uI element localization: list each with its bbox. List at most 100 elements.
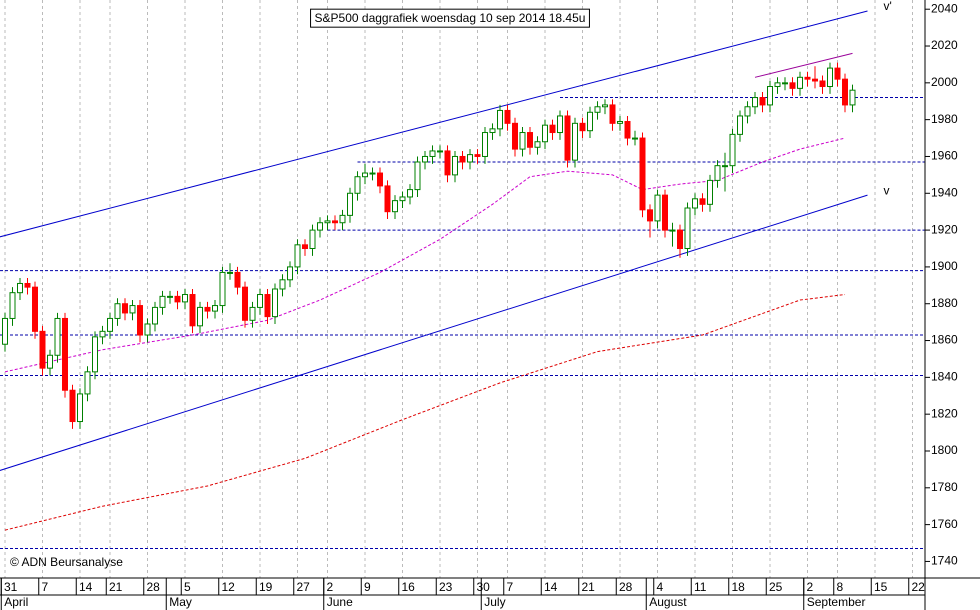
- candle-body: [819, 80, 826, 88]
- x-tick-label: 19: [259, 580, 273, 594]
- x-tick-label: 27: [297, 580, 311, 594]
- candle-body: [377, 172, 383, 187]
- candle-body: [137, 305, 143, 336]
- candle-body: [707, 179, 713, 205]
- candle-body: [767, 86, 773, 106]
- x-tick-label: 5: [184, 580, 191, 594]
- y-tick-label: 1860: [931, 333, 958, 347]
- candle-body: [114, 303, 121, 319]
- candle-body: [287, 266, 293, 281]
- candle-body: [302, 244, 308, 250]
- candle-body: [69, 389, 76, 423]
- candle-body: [242, 286, 248, 321]
- candle-body: [54, 317, 61, 356]
- y-tick-label: 1800: [931, 443, 958, 457]
- candle-body: [804, 76, 811, 80]
- candle-body: [422, 155, 428, 163]
- candle-body: [384, 185, 391, 213]
- candle-body: [504, 109, 511, 124]
- candle-body: [9, 292, 16, 319]
- candle-body: [167, 295, 173, 298]
- x-tick-label: 28: [147, 580, 161, 594]
- moving-average: [4, 137, 846, 373]
- candle-body: [212, 305, 218, 312]
- candle-body: [782, 82, 788, 85]
- y-tick-label: 2040: [931, 1, 958, 15]
- candle-body: [609, 104, 616, 124]
- candle-body: [624, 120, 631, 139]
- candle-body: [474, 154, 481, 157]
- candle-body: [579, 122, 586, 132]
- candle-body: [467, 154, 473, 163]
- candle-body: [602, 104, 608, 108]
- candle-body: [129, 305, 136, 314]
- candle-body: [534, 141, 541, 148]
- x-tick-label: 23: [439, 580, 453, 594]
- trend-line: [0, 194, 868, 471]
- source-note: © ADN Beursanalyse: [10, 555, 123, 569]
- candle-body: [617, 120, 623, 124]
- x-tick-label: 14: [544, 580, 558, 594]
- y-tick-label: 1920: [931, 222, 958, 236]
- candle-body: [729, 133, 736, 167]
- x-tick-label: 18: [732, 580, 746, 594]
- candle-body: [827, 67, 833, 88]
- y-tick-label: 1760: [931, 517, 958, 531]
- x-tick-label: 9: [364, 580, 371, 594]
- x-tick-label: 15: [874, 580, 888, 594]
- candle-body: [437, 150, 443, 153]
- candle-body: [849, 89, 856, 106]
- x-tick-label: 31: [4, 580, 18, 594]
- candle-body: [332, 220, 338, 224]
- x-tick-label: 14: [79, 580, 93, 594]
- candle-body: [662, 194, 668, 231]
- candle-body: [182, 294, 188, 303]
- candle-body: [99, 330, 106, 338]
- candle-body: [144, 323, 151, 336]
- candle-body: [677, 229, 683, 250]
- x-tick-label: 7: [507, 580, 514, 594]
- x-tick-label: 11: [694, 580, 707, 594]
- candle-body: [107, 317, 113, 332]
- candle-body: [789, 82, 796, 89]
- candle-body: [459, 155, 466, 163]
- candle-body: [482, 132, 488, 157]
- candle-body: [92, 336, 98, 373]
- candle-body: [77, 393, 83, 423]
- y-tick-label: 2000: [931, 75, 958, 89]
- candle-body: [122, 303, 128, 314]
- candle-body: [174, 295, 181, 303]
- y-tick-label: 1740: [931, 554, 958, 568]
- candle-body: [354, 176, 361, 194]
- month-label: April: [4, 595, 28, 609]
- candle-body: [294, 244, 301, 268]
- y-tick-label: 1960: [931, 149, 958, 163]
- candle-body: [369, 172, 376, 175]
- month-label: July: [484, 595, 505, 609]
- x-tick-label: 2: [327, 580, 334, 594]
- candle-body: [512, 122, 518, 150]
- candle-body: [632, 137, 638, 140]
- x-tick-label: 7: [42, 580, 49, 594]
- trend-label: v: [884, 183, 890, 197]
- x-tick-label: 21: [109, 580, 123, 594]
- y-tick-label: 2020: [931, 38, 958, 52]
- x-tick-label: 12: [222, 580, 236, 594]
- month-label: June: [327, 595, 353, 609]
- chart-title: S&P500 daggrafiek woensdag 10 sep 2014 1…: [315, 11, 586, 25]
- candle-body: [737, 115, 743, 135]
- candle-body: [249, 306, 256, 321]
- candle-body: [834, 67, 841, 80]
- title-box: [310, 8, 590, 28]
- x-tick-label: 30: [477, 580, 491, 594]
- candle-body: [557, 115, 563, 134]
- month-label: May: [169, 595, 192, 609]
- candle-body: [317, 222, 323, 231]
- candle-body: [84, 371, 91, 395]
- candle-body: [452, 155, 458, 176]
- candle-body: [812, 78, 818, 82]
- candle-body: [669, 229, 676, 232]
- candle-body: [564, 115, 571, 161]
